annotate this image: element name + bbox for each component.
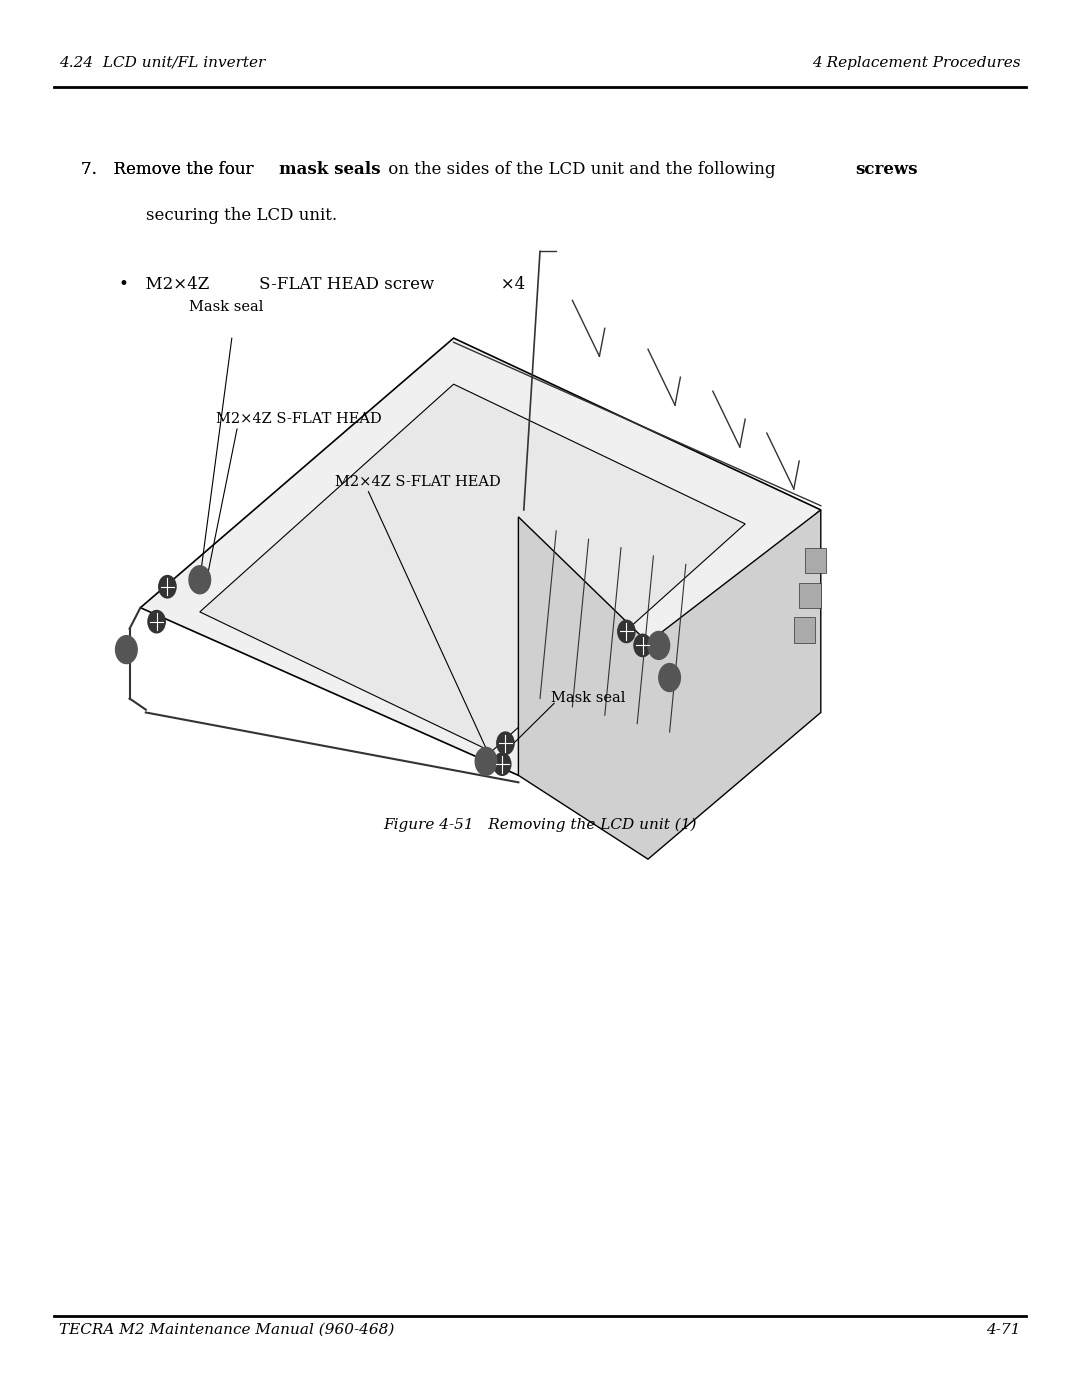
Text: screws: screws [855,161,918,177]
Circle shape [659,664,680,692]
Circle shape [148,610,165,633]
Polygon shape [518,510,821,859]
Circle shape [634,634,651,657]
Text: securing the LCD unit.: securing the LCD unit. [146,207,337,224]
Text: 4-71: 4-71 [986,1323,1021,1337]
Circle shape [189,566,211,594]
Bar [805,548,826,573]
Text: mask seals: mask seals [279,161,380,177]
Bar [794,617,815,643]
Text: M2×4Z S-FLAT HEAD: M2×4Z S-FLAT HEAD [216,412,381,426]
Text: 4 Replacement Procedures: 4 Replacement Procedures [812,56,1021,70]
Circle shape [648,631,670,659]
Text: 7. Remove the four: 7. Remove the four [81,161,259,177]
Bar [799,583,821,608]
Text: 4.24  LCD unit/FL inverter: 4.24 LCD unit/FL inverter [59,56,266,70]
Text: on the sides of the LCD unit and the following: on the sides of the LCD unit and the fol… [383,161,781,177]
Circle shape [497,732,514,754]
Circle shape [618,620,635,643]
Circle shape [116,636,137,664]
Text: 7. Remove the four: 7. Remove the four [81,161,259,177]
Circle shape [159,576,176,598]
Text: TECRA M2 Maintenance Manual (960-468): TECRA M2 Maintenance Manual (960-468) [59,1323,395,1337]
Polygon shape [140,338,821,775]
Text: 7. Remove the four ​: 7. Remove the four ​ [81,161,259,177]
Text: • M2×4Z   S-FLAT HEAD screw    ×4: • M2×4Z S-FLAT HEAD screw ×4 [119,277,525,293]
Text: M2×4Z S-FLAT HEAD: M2×4Z S-FLAT HEAD [335,475,500,489]
Text: Mask seal: Mask seal [189,300,264,314]
Text: Figure 4-51   Removing the LCD unit (1): Figure 4-51 Removing the LCD unit (1) [383,817,697,831]
Text: Mask seal: Mask seal [551,692,625,705]
Circle shape [475,747,497,775]
Polygon shape [200,384,745,752]
Circle shape [494,753,511,775]
